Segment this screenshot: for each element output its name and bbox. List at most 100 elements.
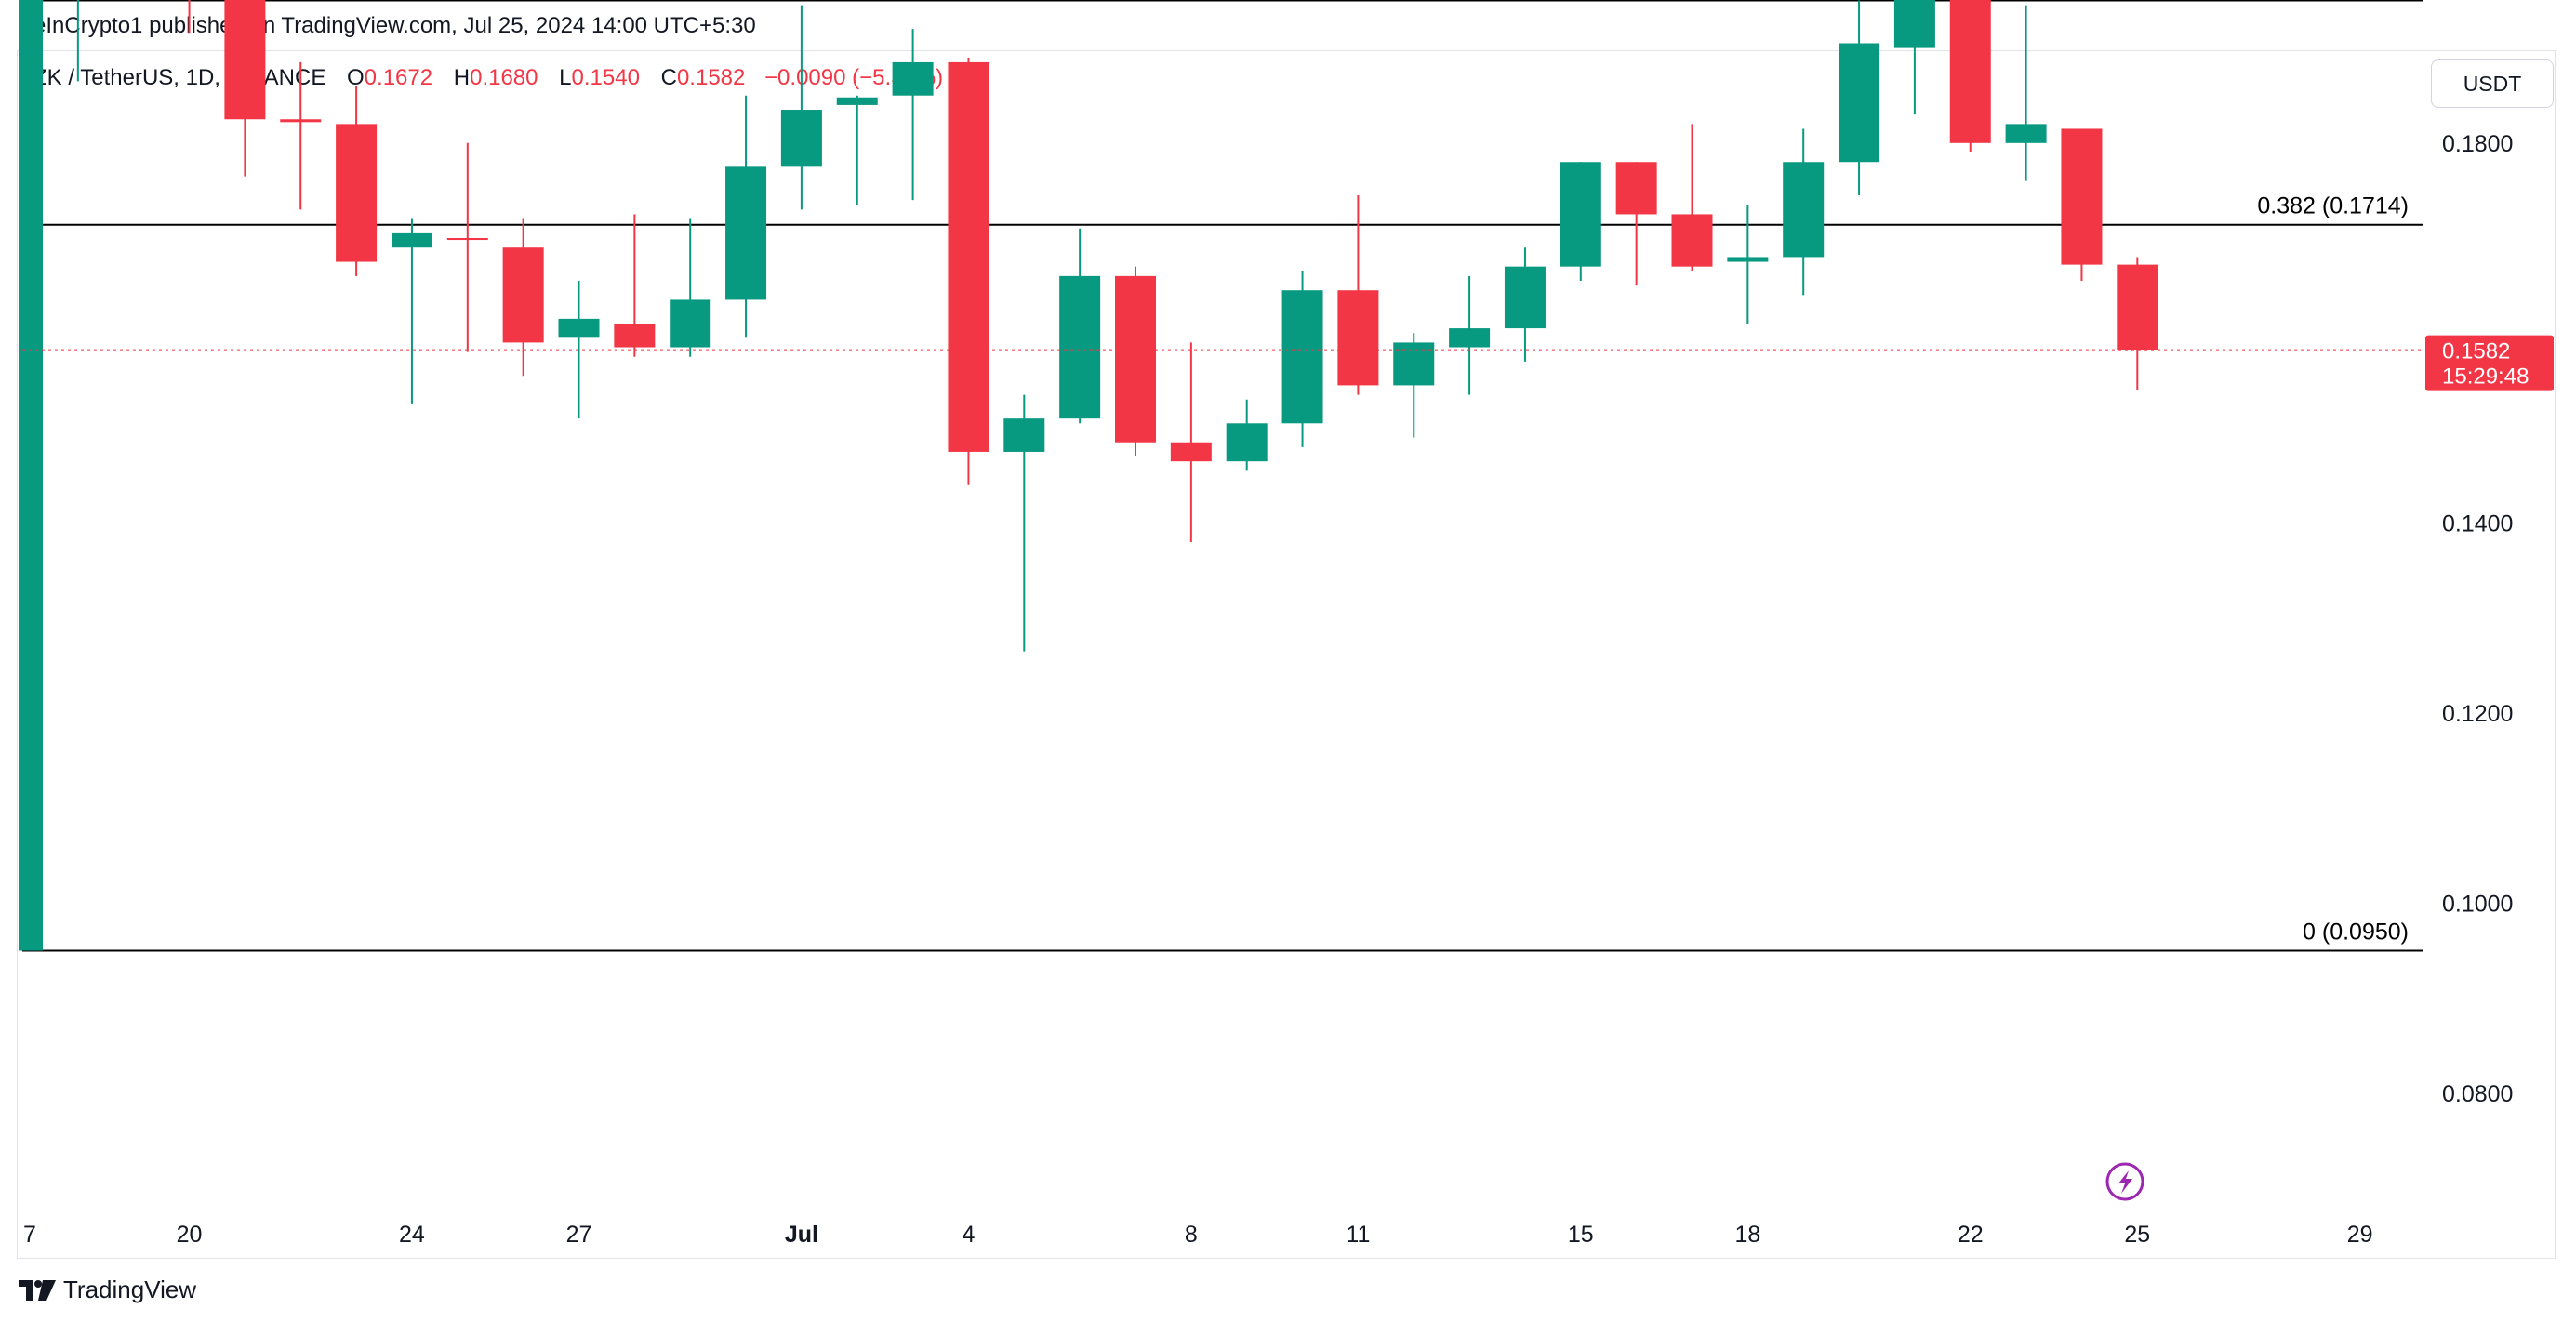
candle bbox=[892, 29, 934, 201]
candle bbox=[1170, 342, 1212, 543]
candle-body bbox=[892, 61, 934, 96]
candle bbox=[1504, 247, 1546, 362]
candle-body bbox=[502, 247, 544, 343]
candle-body bbox=[1003, 418, 1045, 452]
candle bbox=[725, 95, 767, 338]
time-tick-label: 18 bbox=[1734, 1222, 1760, 1248]
close-label: C bbox=[660, 65, 677, 90]
time-tick-label: 29 bbox=[2347, 1222, 2373, 1248]
currency-button[interactable]: USDT bbox=[2431, 59, 2554, 108]
fib-label: 0 (0.0950) bbox=[2303, 919, 2409, 945]
candle bbox=[2005, 5, 2047, 181]
candle bbox=[2117, 257, 2158, 390]
time-tick-label: 24 bbox=[399, 1222, 425, 1248]
candle bbox=[836, 95, 878, 205]
candle bbox=[1615, 162, 1657, 286]
symbol-name[interactable]: ZK / TetherUS, 1D, BINANCE bbox=[33, 65, 326, 90]
candle-body bbox=[446, 238, 488, 241]
candle-body bbox=[836, 97, 878, 105]
countdown-text: 15:29:48 bbox=[2442, 364, 2529, 390]
candle-body bbox=[1226, 423, 1268, 462]
candle bbox=[1393, 333, 1435, 438]
candle-body bbox=[1949, 0, 1991, 143]
candle-body bbox=[780, 110, 822, 167]
candle-body bbox=[2117, 264, 2158, 350]
candle bbox=[1337, 195, 1379, 395]
chart-frame bbox=[17, 50, 2556, 1259]
candle-body bbox=[948, 61, 989, 452]
candle bbox=[336, 86, 378, 276]
candles bbox=[19, 0, 2158, 951]
last-price-tag: 0.1582 15:29:48 bbox=[22, 335, 2554, 391]
candle-body bbox=[1170, 442, 1212, 462]
candle bbox=[1059, 228, 1101, 424]
candle-body bbox=[224, 0, 266, 120]
tradingview-logo[interactable]: TradingView bbox=[19, 1276, 196, 1304]
last-price-box bbox=[2425, 335, 2554, 391]
candle-body bbox=[391, 232, 432, 248]
candle bbox=[1115, 266, 1156, 457]
candle-body bbox=[1671, 214, 1713, 267]
last-price-text: 0.1582 bbox=[2442, 339, 2510, 364]
fib-label: 0.382 (0.1714) bbox=[2257, 193, 2409, 219]
candle-body bbox=[1727, 257, 1769, 262]
tradingview-logo-icon bbox=[19, 1279, 56, 1301]
price-tick-label: 0.1000 bbox=[2442, 891, 2513, 917]
time-tick-label: Jul bbox=[785, 1222, 818, 1248]
candle-body bbox=[1281, 290, 1323, 424]
candle bbox=[614, 214, 656, 357]
candle bbox=[1893, 0, 1935, 115]
price-axis[interactable]: 0.30000.28000.26000.24000.22000.20000.18… bbox=[2442, 0, 2513, 1107]
candle bbox=[1281, 271, 1323, 447]
candle-body bbox=[670, 299, 711, 348]
candle bbox=[224, 0, 266, 177]
time-tick-label: 25 bbox=[2124, 1222, 2150, 1248]
time-tick-label: 22 bbox=[1958, 1222, 1984, 1248]
low-label: L bbox=[559, 65, 572, 90]
candle bbox=[780, 5, 822, 210]
candle-body bbox=[1337, 290, 1379, 386]
candle-body bbox=[1059, 275, 1101, 419]
candle bbox=[76, 0, 79, 82]
high-value: 0.1680 bbox=[470, 65, 538, 90]
candle-body bbox=[280, 119, 322, 123]
candle bbox=[1783, 128, 1825, 296]
candle-body bbox=[1839, 43, 1880, 163]
candle bbox=[1003, 394, 1045, 652]
price-tick-label: 0.1800 bbox=[2442, 131, 2513, 157]
price-tick-label: 0.1200 bbox=[2442, 701, 2513, 727]
time-tick-label: 11 bbox=[1346, 1222, 1370, 1248]
bolt-icon[interactable] bbox=[2105, 1162, 2144, 1201]
publisher-line: BeInCrypto1 published on TradingView.com… bbox=[19, 13, 756, 38]
candle bbox=[1727, 205, 1769, 324]
brand-name: TradingView bbox=[63, 1276, 197, 1303]
candle-body bbox=[2005, 124, 2047, 143]
candle bbox=[1560, 162, 1601, 281]
candle bbox=[670, 218, 711, 357]
price-tick-label: 0.0800 bbox=[2442, 1081, 2513, 1107]
low-value: 0.1540 bbox=[571, 65, 640, 90]
time-tick-label: 20 bbox=[177, 1222, 203, 1248]
time-tick-label: 27 bbox=[566, 1222, 592, 1248]
candle-body bbox=[558, 318, 600, 338]
candle bbox=[1671, 124, 1713, 271]
close-value: 0.1582 bbox=[676, 65, 746, 90]
candle bbox=[558, 280, 600, 419]
candle-body bbox=[1893, 0, 1935, 48]
candle bbox=[19, 0, 43, 951]
time-tick-label: 7 bbox=[23, 1222, 36, 1248]
candle-body bbox=[1615, 162, 1657, 215]
high-label: H bbox=[453, 65, 471, 90]
candle bbox=[948, 57, 989, 485]
time-axis[interactable]: 7 20 24 27 Jul 4 8 11 15 18 22 25 29 bbox=[23, 1222, 2373, 1248]
candle bbox=[2061, 128, 2103, 281]
candle bbox=[391, 218, 432, 404]
candle-body bbox=[1449, 328, 1491, 348]
candle bbox=[446, 142, 488, 352]
candle-body bbox=[1783, 162, 1825, 258]
candle bbox=[1839, 0, 1880, 196]
candle-body bbox=[336, 124, 378, 262]
time-tick-label: 4 bbox=[962, 1222, 975, 1248]
candle bbox=[1226, 399, 1268, 471]
